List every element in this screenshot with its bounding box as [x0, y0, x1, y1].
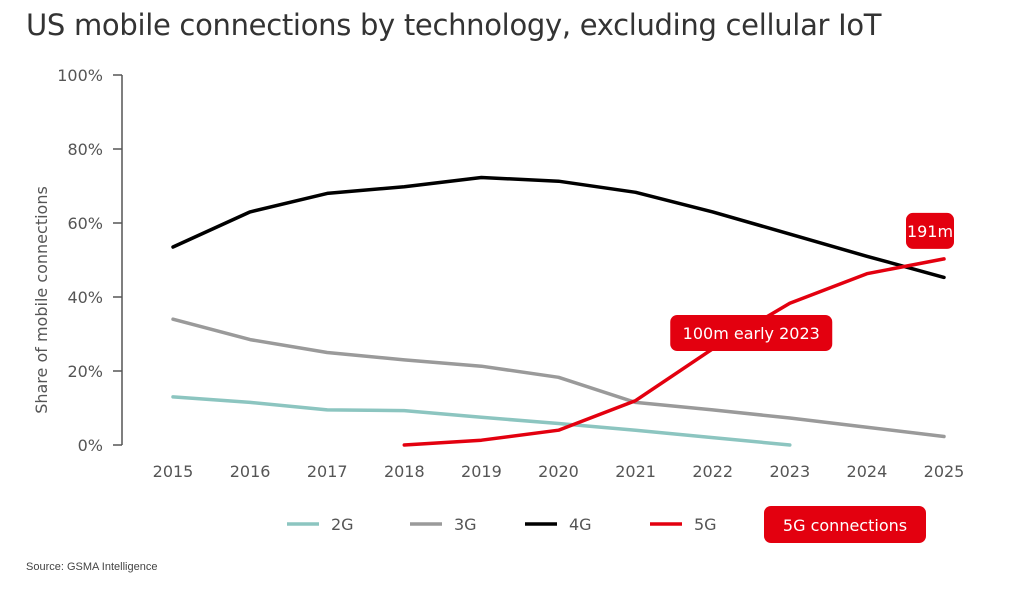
x-tick-label: 2023: [769, 462, 810, 481]
chart-callouts: 191m 100m early 2023: [670, 212, 954, 351]
x-tick-label: 2022: [692, 462, 733, 481]
legend-item-4g: 4G: [525, 515, 592, 534]
legend-item-5g: 5G: [650, 515, 717, 534]
series-line-2g: [171, 395, 792, 447]
callout-box: [906, 212, 954, 249]
chart-axes: 0% 20% 40% 60% 80% 100% 2015 2016 2017 2018 2019 20…: [57, 66, 964, 481]
x-tick-label: 2017: [307, 462, 348, 481]
y-tick-label: 40%: [67, 288, 103, 307]
y-tick-label: 0%: [78, 436, 103, 455]
callout-label: 100m early 2023: [683, 324, 820, 343]
legend-badge-label: 5G connections: [783, 516, 907, 535]
x-tick-label: 2021: [615, 462, 656, 481]
x-tick-label: 2019: [461, 462, 502, 481]
legend-item-5g-connections: 5G connections: [764, 506, 926, 543]
legend-label: 4G: [569, 515, 592, 534]
x-tick-label: 2024: [847, 462, 888, 481]
legend-label: 2G: [331, 515, 354, 534]
x-tick-label: 2016: [230, 462, 271, 481]
y-tick-label: 100%: [57, 66, 103, 85]
source-note: Source: GSMA Intelligence: [26, 561, 158, 573]
x-tick-label: 2018: [384, 462, 425, 481]
y-tick-label: 60%: [67, 214, 103, 233]
callout-box: [670, 315, 833, 351]
y-tick-label: 20%: [67, 362, 103, 381]
callout-label: 191m: [907, 222, 953, 241]
series-line-5g: [402, 257, 946, 447]
y-axis-label: Share of mobile connections: [32, 186, 51, 414]
legend-item-2g: 2G: [287, 515, 354, 534]
legend-badge: [764, 506, 926, 543]
legend-item-3g: 3G: [410, 515, 477, 534]
callout-1: 191m: [906, 212, 954, 249]
chart-legend: 2G 3G 4G 5G 5G connections: [287, 506, 926, 543]
chart-title: US mobile connections by technology, exc…: [26, 8, 882, 42]
x-tick-label: 2015: [153, 462, 194, 481]
y-tick-label: 80%: [67, 140, 103, 159]
legend-label: 5G: [694, 515, 717, 534]
chart-series: [171, 175, 946, 447]
x-tick-label: 2025: [924, 462, 965, 481]
x-tick-label: 2020: [538, 462, 579, 481]
callout-2: 100m early 2023: [670, 315, 833, 351]
series-line-4g: [171, 175, 946, 280]
series-line-3g: [171, 317, 946, 439]
legend-label: 3G: [454, 515, 477, 534]
